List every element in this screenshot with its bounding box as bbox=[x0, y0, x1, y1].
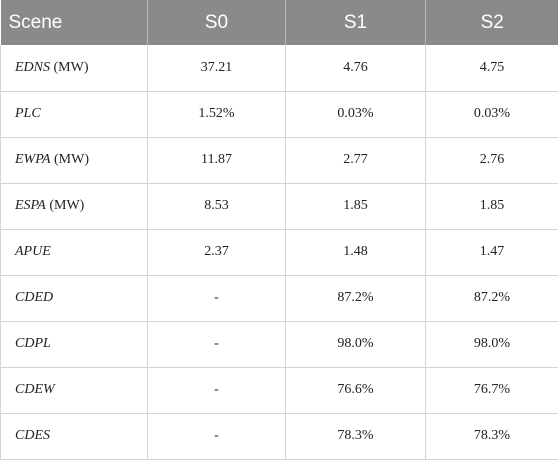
value-cell-s2: 2.76 bbox=[426, 137, 558, 183]
value-cell-s0: 8.53 bbox=[148, 183, 286, 229]
value-cell-s0: 1.52% bbox=[148, 91, 286, 137]
value-cell-s0: - bbox=[148, 413, 286, 459]
value-cell-s1: 1.85 bbox=[286, 183, 426, 229]
metric-cell: EDNS (MW) bbox=[1, 45, 148, 91]
value-cell-s0: 2.37 bbox=[148, 229, 286, 275]
metric-name: APUE bbox=[15, 244, 51, 259]
value-cell-s2: 98.0% bbox=[426, 321, 558, 367]
metric-unit: (MW) bbox=[50, 60, 89, 75]
metric-cell: CDPL bbox=[1, 321, 148, 367]
value-cell-s0: - bbox=[148, 367, 286, 413]
table-row: CDPL-98.0%98.0% bbox=[1, 321, 558, 367]
value-cell-s1: 98.0% bbox=[286, 321, 426, 367]
metric-name: CDPL bbox=[15, 336, 51, 351]
value-cell-s1: 76.6% bbox=[286, 367, 426, 413]
metric-cell: APUE bbox=[1, 229, 148, 275]
metric-cell: EWPA (MW) bbox=[1, 137, 148, 183]
metric-name: PLC bbox=[15, 106, 41, 121]
metric-name: ESPA bbox=[15, 198, 46, 213]
header-row: Scene S0 S1 S2 bbox=[1, 0, 558, 45]
value-cell-s1: 87.2% bbox=[286, 275, 426, 321]
value-cell-s0: 37.21 bbox=[148, 45, 286, 91]
value-cell-s2: 78.3% bbox=[426, 413, 558, 459]
value-cell-s1: 4.76 bbox=[286, 45, 426, 91]
metric-unit: (MW) bbox=[46, 198, 85, 213]
metric-name: CDES bbox=[15, 428, 50, 443]
metric-name: EDNS bbox=[15, 60, 50, 75]
value-cell-s1: 0.03% bbox=[286, 91, 426, 137]
value-cell-s2: 1.85 bbox=[426, 183, 558, 229]
header-s2: S2 bbox=[426, 0, 558, 45]
value-cell-s1: 1.48 bbox=[286, 229, 426, 275]
metric-name: EWPA bbox=[15, 152, 51, 167]
value-cell-s1: 2.77 bbox=[286, 137, 426, 183]
table-row: CDED-87.2%87.2% bbox=[1, 275, 558, 321]
metric-name: CDED bbox=[15, 290, 53, 305]
metric-name: CDEW bbox=[15, 382, 55, 397]
metric-cell: CDES bbox=[1, 413, 148, 459]
table-header: Scene S0 S1 S2 bbox=[1, 0, 558, 45]
metric-cell: CDEW bbox=[1, 367, 148, 413]
value-cell-s2: 76.7% bbox=[426, 367, 558, 413]
metric-unit: (MW) bbox=[51, 152, 90, 167]
value-cell-s2: 1.47 bbox=[426, 229, 558, 275]
header-scene: Scene bbox=[1, 0, 148, 45]
value-cell-s0: - bbox=[148, 275, 286, 321]
value-cell-s2: 0.03% bbox=[426, 91, 558, 137]
value-cell-s0: 11.87 bbox=[148, 137, 286, 183]
metric-cell: CDED bbox=[1, 275, 148, 321]
table-row: CDES-78.3%78.3% bbox=[1, 413, 558, 459]
metric-cell: PLC bbox=[1, 91, 148, 137]
metric-cell: ESPA (MW) bbox=[1, 183, 148, 229]
value-cell-s1: 78.3% bbox=[286, 413, 426, 459]
header-s0: S0 bbox=[148, 0, 286, 45]
value-cell-s0: - bbox=[148, 321, 286, 367]
table-row: CDEW -76.6%76.7% bbox=[1, 367, 558, 413]
header-s1: S1 bbox=[286, 0, 426, 45]
value-cell-s2: 87.2% bbox=[426, 275, 558, 321]
value-cell-s2: 4.75 bbox=[426, 45, 558, 91]
